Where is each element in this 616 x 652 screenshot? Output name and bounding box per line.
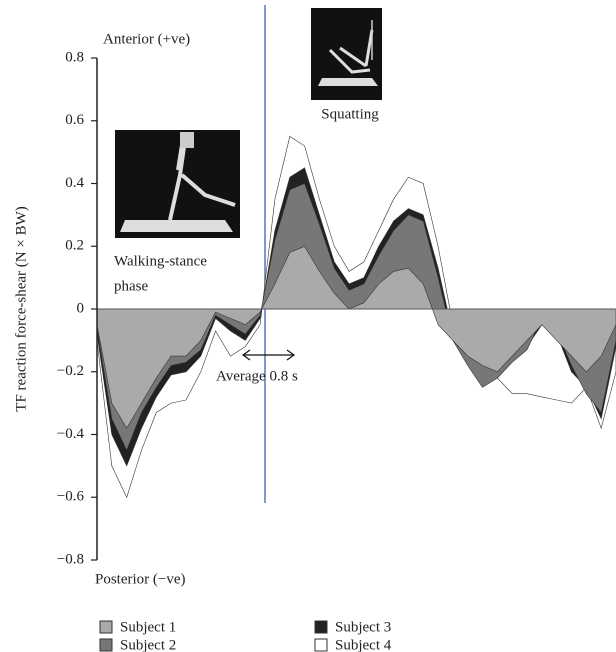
y-axis-label: TF reaction force-shear (N × BW): [13, 206, 29, 411]
y-tick-label: −0.2: [57, 363, 84, 379]
squat-image: [311, 8, 382, 100]
y-tick-label: −0.4: [57, 426, 85, 442]
y-tick-label: −0.8: [57, 551, 84, 567]
legend-label: Subject 3: [335, 619, 391, 635]
annotation: Walking-stance: [114, 253, 207, 269]
legend-label: Subject 4: [335, 637, 392, 652]
walk-image: [115, 130, 240, 238]
annotation: Squatting: [321, 106, 379, 122]
y-tick-label: 0: [77, 300, 85, 316]
legend-swatch: [314, 620, 328, 634]
duration-arrow: [241, 349, 296, 361]
annotation: Anterior (+ve): [103, 31, 190, 47]
legend-label: Subject 2: [120, 637, 176, 652]
y-tick-label: 0.2: [65, 238, 84, 254]
legend-swatch: [99, 638, 113, 652]
annotation: Posterior (−ve): [95, 571, 186, 587]
legend-swatch: [99, 620, 113, 634]
annotation: phase: [114, 278, 148, 294]
legend-swatch: [314, 638, 328, 652]
annotation: Average 0.8 s: [216, 368, 298, 384]
y-tick-label: 0.6: [65, 112, 84, 128]
legend-label: Subject 1: [120, 619, 176, 635]
y-tick-label: 0.8: [65, 49, 84, 65]
y-tick-label: −0.6: [57, 489, 85, 505]
area: [96, 245, 616, 429]
y-tick-label: 0.4: [65, 175, 84, 191]
